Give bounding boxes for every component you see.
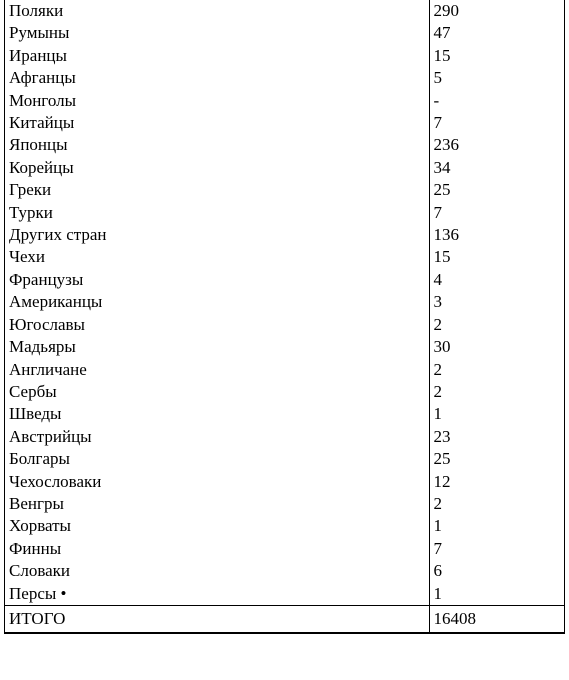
- table-row: Болгары25: [5, 448, 565, 470]
- table-row: Сербы2: [5, 381, 565, 403]
- row-label: Румыны: [5, 22, 430, 44]
- row-label: Финны: [5, 538, 430, 560]
- table-row: Корейцы34: [5, 157, 565, 179]
- row-label: Англичане: [5, 359, 430, 381]
- row-value: 2: [429, 493, 565, 515]
- row-label: Иранцы: [5, 45, 430, 67]
- row-label: Китайцы: [5, 112, 430, 134]
- row-label: Персы •: [5, 583, 430, 606]
- table-row: Венгры2: [5, 493, 565, 515]
- row-label: Австрийцы: [5, 426, 430, 448]
- row-label: Турки: [5, 202, 430, 224]
- table-row: Поляки290: [5, 0, 565, 22]
- row-label: Чехословаки: [5, 471, 430, 493]
- row-label: Сербы: [5, 381, 430, 403]
- table-row: Чехословаки12: [5, 471, 565, 493]
- nationality-table: Поляки290Румыны47Иранцы15Афганцы5Монголы…: [4, 0, 565, 634]
- table-row: Словаки6: [5, 560, 565, 582]
- table-row: Иранцы15: [5, 45, 565, 67]
- row-label: Греки: [5, 179, 430, 201]
- table-total-row: ИТОГО16408: [5, 605, 565, 633]
- row-value: 1: [429, 515, 565, 537]
- row-value: 4: [429, 269, 565, 291]
- table-row: Англичане2: [5, 359, 565, 381]
- row-value: 3: [429, 291, 565, 313]
- table-row: Персы •1: [5, 583, 565, 606]
- table-row: Китайцы7: [5, 112, 565, 134]
- table-row: Чехи15: [5, 246, 565, 268]
- row-label: Поляки: [5, 0, 430, 22]
- row-value: 2: [429, 381, 565, 403]
- row-label: Шведы: [5, 403, 430, 425]
- table-row: Греки25: [5, 179, 565, 201]
- row-label: Хорваты: [5, 515, 430, 537]
- row-value: 34: [429, 157, 565, 179]
- row-value: 1: [429, 583, 565, 606]
- table-row: Югославы2: [5, 314, 565, 336]
- table-row: Монголы-: [5, 90, 565, 112]
- table-row: Других стран136: [5, 224, 565, 246]
- row-value: 7: [429, 112, 565, 134]
- total-value: 16408: [429, 605, 565, 633]
- row-label: Мадьяры: [5, 336, 430, 358]
- row-label: Французы: [5, 269, 430, 291]
- table-row: Афганцы5: [5, 67, 565, 89]
- table-row: Французы4: [5, 269, 565, 291]
- row-label: Других стран: [5, 224, 430, 246]
- row-value: 6: [429, 560, 565, 582]
- row-value: 2: [429, 314, 565, 336]
- total-label: ИТОГО: [5, 605, 430, 633]
- table-row: Шведы1: [5, 403, 565, 425]
- row-value: 2: [429, 359, 565, 381]
- table-row: Австрийцы23: [5, 426, 565, 448]
- row-label: Болгары: [5, 448, 430, 470]
- row-label: Словаки: [5, 560, 430, 582]
- row-label: Монголы: [5, 90, 430, 112]
- row-value: 136: [429, 224, 565, 246]
- row-value: -: [429, 90, 565, 112]
- row-value: 5: [429, 67, 565, 89]
- table-row: Румыны47: [5, 22, 565, 44]
- row-label: Чехи: [5, 246, 430, 268]
- table-row: Хорваты1: [5, 515, 565, 537]
- row-value: 15: [429, 246, 565, 268]
- row-label: Американцы: [5, 291, 430, 313]
- table-row: Мадьяры30: [5, 336, 565, 358]
- row-value: 12: [429, 471, 565, 493]
- row-label: Югославы: [5, 314, 430, 336]
- row-label: Венгры: [5, 493, 430, 515]
- page: Поляки290Румыны47Иранцы15Афганцы5Монголы…: [0, 0, 569, 680]
- row-value: 15: [429, 45, 565, 67]
- row-label: Афганцы: [5, 67, 430, 89]
- row-label: Корейцы: [5, 157, 430, 179]
- row-value: 7: [429, 202, 565, 224]
- row-value: 30: [429, 336, 565, 358]
- table-row: Финны7: [5, 538, 565, 560]
- row-value: 1: [429, 403, 565, 425]
- row-value: 23: [429, 426, 565, 448]
- row-value: 25: [429, 448, 565, 470]
- row-value: 236: [429, 134, 565, 156]
- row-label: Японцы: [5, 134, 430, 156]
- row-value: 47: [429, 22, 565, 44]
- table-row: Турки7: [5, 202, 565, 224]
- row-value: 7: [429, 538, 565, 560]
- row-value: 290: [429, 0, 565, 22]
- table-row: Американцы3: [5, 291, 565, 313]
- table-row: Японцы236: [5, 134, 565, 156]
- row-value: 25: [429, 179, 565, 201]
